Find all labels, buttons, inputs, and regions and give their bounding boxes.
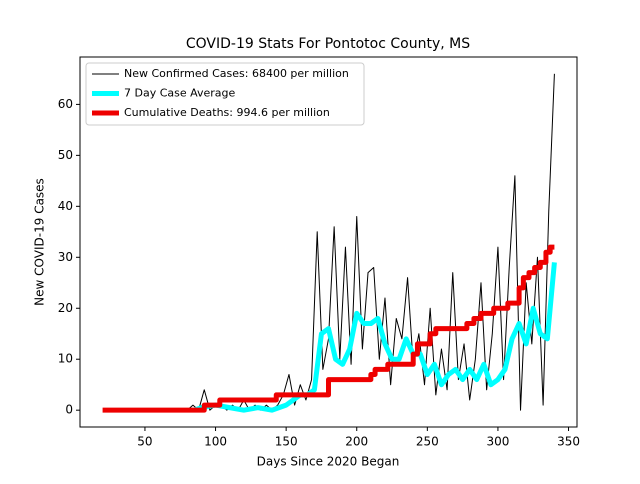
data-line [193, 262, 557, 413]
x-tick-label: 300 [486, 435, 509, 449]
data-line [102, 244, 555, 413]
y-axis-label: New COVID-19 Cases [33, 178, 47, 306]
chart-title: COVID-19 Stats For Pontotoc County, MS [186, 36, 470, 52]
y-tick-label: 10 [58, 352, 73, 366]
x-tick-label: 250 [416, 435, 439, 449]
y-tick-label: 30 [58, 250, 73, 264]
y-tick-label: 20 [58, 301, 73, 315]
x-tick-label: 150 [275, 435, 298, 449]
legend-box [85, 62, 365, 126]
x-axis-label: Days Since 2020 Began [257, 455, 400, 469]
y-tick-label: 40 [58, 199, 73, 213]
legend-label: Cumulative Deaths: 994.6 per million [124, 106, 330, 119]
x-tick-label: 50 [137, 435, 152, 449]
x-tick-label: 100 [204, 435, 227, 449]
y-tick-label: 0 [65, 403, 73, 417]
y-tick-label: 60 [58, 97, 73, 111]
x-tick-label: 350 [557, 435, 580, 449]
y-tick-label: 50 [58, 148, 73, 162]
x-tick-label: 200 [345, 435, 368, 449]
legend: New Confirmed Cases: 68400 per million 7 … [85, 62, 365, 126]
legend-label: New Confirmed Cases: 68400 per million [124, 67, 349, 80]
plot-frame [79, 56, 578, 428]
legend-label: 7 Day Case Average [124, 87, 236, 100]
